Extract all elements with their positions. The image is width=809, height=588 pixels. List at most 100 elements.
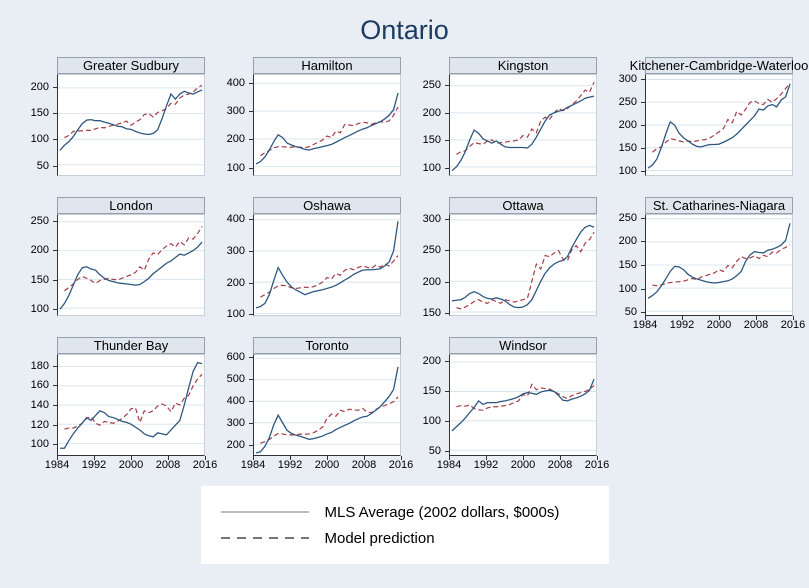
chart-panel: London 100 150 200 250 xyxy=(15,197,205,330)
panel-body: 50 100 150 200 250 xyxy=(603,211,793,318)
chart-panel: Ottawa 150 200 250 300 xyxy=(407,197,597,330)
y-tick-mark xyxy=(445,451,449,452)
y-tick-label: 150 xyxy=(30,273,49,286)
y-tick-mark xyxy=(53,366,57,367)
panel-title-box: Greater Sudbury xyxy=(57,57,205,74)
x-axis-labels xyxy=(449,176,597,190)
y-tick-label: 500 xyxy=(226,373,245,386)
y-tick-mark xyxy=(249,283,253,284)
y-tick-mark xyxy=(445,361,449,362)
x-tick-mark xyxy=(486,456,487,460)
plot-area xyxy=(449,354,597,456)
y-tick-mark xyxy=(249,401,253,402)
y-tick-label: 200 xyxy=(226,439,245,452)
panel-title: London xyxy=(109,198,153,213)
y-tick-mark xyxy=(53,113,57,114)
y-tick-mark xyxy=(641,79,645,80)
y-tick-label: 100 xyxy=(30,438,49,451)
x-axis-labels xyxy=(645,176,793,190)
y-tick-label: 200 xyxy=(30,244,49,257)
panel-body: 100 120 140 160 180 xyxy=(15,354,205,456)
y-axis-labels: 100 200 300 400 xyxy=(211,212,253,320)
x-tick-label: 1984 xyxy=(436,459,462,471)
x-tick-mark xyxy=(523,456,524,460)
y-tick-label: 300 xyxy=(226,104,245,117)
x-axis-labels xyxy=(253,316,401,330)
x-tick-mark xyxy=(719,316,720,320)
panel-body: 100 200 300 400 xyxy=(211,74,401,176)
panel-body: 200 300 400 500 600 xyxy=(211,351,401,456)
x-tick-label: 1984 xyxy=(632,319,658,331)
y-tick-mark xyxy=(249,445,253,446)
plot-area xyxy=(253,214,401,316)
y-tick-label: 100 xyxy=(30,133,49,146)
y-tick-mark xyxy=(53,405,57,406)
y-tick-label: 100 xyxy=(30,302,49,315)
y-tick-mark xyxy=(445,250,449,251)
y-tick-label: 50 xyxy=(428,445,441,458)
y-tick-label: 150 xyxy=(30,107,49,120)
panel-body: 100 150 200 250 xyxy=(407,74,597,176)
legend-item-mls: MLS Average (2002 dollars, $000s) xyxy=(220,499,589,525)
y-tick-label: 400 xyxy=(226,76,245,89)
y-tick-label: 100 xyxy=(226,161,245,174)
y-tick-mark xyxy=(53,166,57,167)
y-tick-mark xyxy=(445,140,449,141)
chart-panel: Oshawa 100 200 300 400 xyxy=(211,197,401,330)
panel-body: 50 100 150 200 xyxy=(15,74,205,176)
y-axis-labels: 150 200 250 300 xyxy=(407,213,449,319)
x-tick-label: 1992 xyxy=(277,459,303,471)
x-tick-label: 1992 xyxy=(473,459,499,471)
y-axis-labels: 100 120 140 160 180 xyxy=(15,354,57,456)
panel-title: Thunder Bay xyxy=(93,338,169,353)
x-tick-mark xyxy=(205,456,206,460)
chart-panel: Kitchener-Cambridge-Waterloo 100 150 200 25… xyxy=(603,57,808,190)
y-tick-label: 160 xyxy=(30,379,49,392)
y-tick-mark xyxy=(641,289,645,290)
x-tick-label: 2016 xyxy=(388,459,414,471)
x-tick-label: 2000 xyxy=(510,459,536,471)
y-tick-mark xyxy=(249,251,253,252)
y-tick-label: 250 xyxy=(618,211,637,224)
legend-item-model: Model prediction xyxy=(220,525,589,551)
y-tick-label: 200 xyxy=(422,355,441,368)
chart-panel: Thunder Bay 100 120 140 160 180 1984 1992 2000… xyxy=(15,337,217,471)
y-tick-label: 120 xyxy=(30,418,49,431)
panel-body: 50 100 150 200 xyxy=(407,354,597,458)
x-tick-label: 2016 xyxy=(584,459,610,471)
x-tick-mark xyxy=(168,456,169,460)
y-tick-label: 150 xyxy=(422,134,441,147)
y-tick-mark xyxy=(641,148,645,149)
y-tick-label: 250 xyxy=(618,95,637,108)
y-tick-mark xyxy=(53,385,57,386)
x-tick-mark xyxy=(560,456,561,460)
x-tick-mark xyxy=(645,316,646,320)
x-axis-labels xyxy=(449,316,597,330)
y-tick-mark xyxy=(641,218,645,219)
y-tick-label: 50 xyxy=(36,159,49,172)
x-tick-label: 2000 xyxy=(118,459,144,471)
dashed-line-sample xyxy=(220,537,309,539)
solid-line-sample xyxy=(220,511,309,513)
y-tick-mark xyxy=(53,280,57,281)
x-tick-mark xyxy=(57,456,58,460)
chart-panel: Greater Sudbury 50 100 150 200 xyxy=(15,57,205,190)
x-tick-mark xyxy=(364,456,365,460)
y-tick-mark xyxy=(641,125,645,126)
x-axis-labels: 1984 1992 2000 2008 2016 xyxy=(241,456,413,471)
y-tick-mark xyxy=(249,139,253,140)
plot-area xyxy=(57,74,205,176)
y-tick-label: 300 xyxy=(422,213,441,226)
x-tick-label: 2016 xyxy=(780,319,806,331)
panel-title: Windsor xyxy=(499,338,547,353)
y-tick-label: 400 xyxy=(226,212,245,225)
x-tick-mark xyxy=(94,456,95,460)
line-chart xyxy=(646,218,792,312)
x-tick-mark xyxy=(597,456,598,460)
y-tick-label: 150 xyxy=(618,142,637,155)
panel-title-box: Kitchener-Cambridge-Waterloo xyxy=(630,57,808,74)
y-tick-label: 150 xyxy=(422,385,441,398)
panel-grid: Greater Sudbury 50 100 150 200 Hamilton 100… xyxy=(0,57,809,471)
panel-title: Kingston xyxy=(497,58,549,73)
y-tick-label: 250 xyxy=(422,79,441,92)
